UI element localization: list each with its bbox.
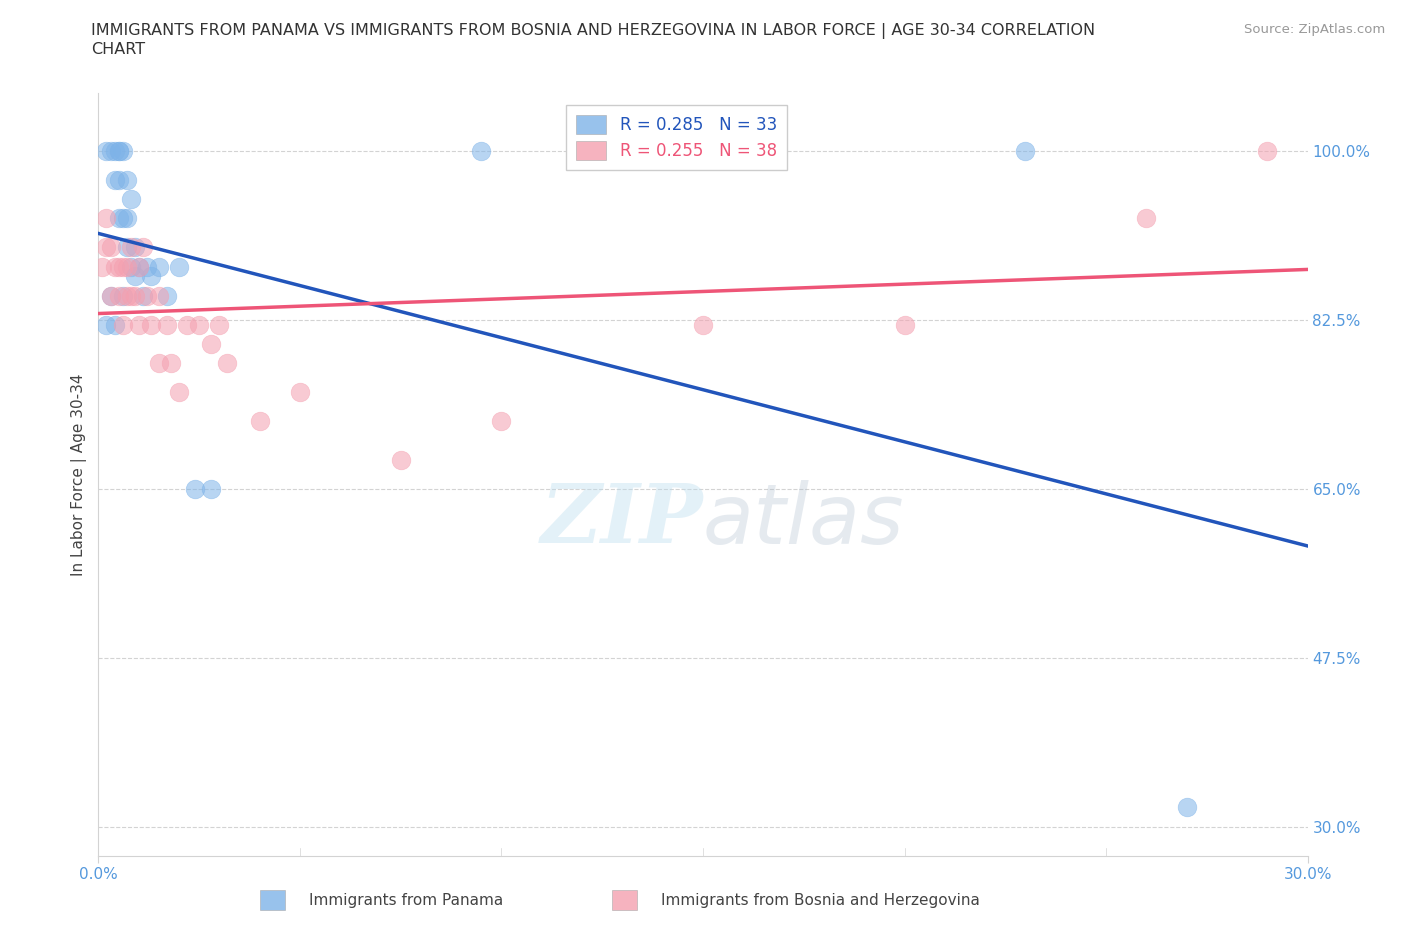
Point <box>107 288 129 303</box>
Point <box>156 317 179 332</box>
Point <box>107 143 129 158</box>
Point <box>1175 800 1198 815</box>
Point <box>100 143 122 158</box>
Point <box>139 317 162 332</box>
Point <box>96 317 118 332</box>
Point <box>124 288 146 303</box>
Point <box>111 288 134 303</box>
Text: Immigrants from Bosnia and Herzegovina: Immigrants from Bosnia and Herzegovina <box>661 893 980 908</box>
Point <box>115 211 138 226</box>
Point <box>132 240 155 255</box>
Point <box>200 482 222 497</box>
Point <box>107 211 129 226</box>
Point <box>111 317 134 332</box>
Point <box>96 240 118 255</box>
Point <box>470 143 492 158</box>
Point <box>100 288 122 303</box>
Text: ZIP: ZIP <box>540 480 703 560</box>
Point <box>249 414 271 429</box>
Point <box>208 317 231 332</box>
Point <box>111 259 134 274</box>
Point <box>167 259 190 274</box>
Point <box>100 288 122 303</box>
Legend: R = 0.285   N = 33, R = 0.255   N = 38: R = 0.285 N = 33, R = 0.255 N = 38 <box>567 105 787 170</box>
Point <box>176 317 198 332</box>
Point <box>115 172 138 187</box>
Point <box>132 288 155 303</box>
Point <box>91 259 114 274</box>
Point <box>128 259 150 274</box>
Point <box>188 317 211 332</box>
Point <box>107 172 129 187</box>
Point <box>100 240 122 255</box>
Point <box>692 317 714 332</box>
Point <box>115 259 138 274</box>
Point <box>128 259 150 274</box>
Point <box>148 288 170 303</box>
Point <box>124 240 146 255</box>
Point <box>184 482 207 497</box>
Point <box>107 259 129 274</box>
Point <box>124 269 146 284</box>
Point <box>120 288 142 303</box>
Point <box>156 288 179 303</box>
Point <box>288 385 311 400</box>
Text: Immigrants from Panama: Immigrants from Panama <box>309 893 503 908</box>
Point <box>103 259 125 274</box>
Point <box>107 143 129 158</box>
Point <box>135 259 157 274</box>
Point <box>103 317 125 332</box>
Point <box>96 211 118 226</box>
Point <box>111 211 134 226</box>
Text: Source: ZipAtlas.com: Source: ZipAtlas.com <box>1244 23 1385 36</box>
Point <box>148 356 170 371</box>
Point <box>200 337 222 352</box>
Point <box>1256 143 1278 158</box>
Point <box>120 259 142 274</box>
Point <box>139 269 162 284</box>
Point <box>115 240 138 255</box>
Text: IMMIGRANTS FROM PANAMA VS IMMIGRANTS FROM BOSNIA AND HERZEGOVINA IN LABOR FORCE : IMMIGRANTS FROM PANAMA VS IMMIGRANTS FRO… <box>91 23 1095 57</box>
Point <box>160 356 183 371</box>
Point <box>111 143 134 158</box>
Point <box>491 414 513 429</box>
Point <box>96 143 118 158</box>
Point <box>103 172 125 187</box>
Point <box>389 452 412 467</box>
Point <box>1014 143 1036 158</box>
Point <box>103 143 125 158</box>
Point <box>893 317 915 332</box>
Point <box>217 356 239 371</box>
Point <box>1135 211 1157 226</box>
Point <box>148 259 170 274</box>
Text: atlas: atlas <box>703 480 904 561</box>
Y-axis label: In Labor Force | Age 30-34: In Labor Force | Age 30-34 <box>72 373 87 576</box>
Point <box>115 288 138 303</box>
Point <box>120 192 142 206</box>
Point <box>135 288 157 303</box>
Point <box>167 385 190 400</box>
Point <box>120 240 142 255</box>
Point <box>128 317 150 332</box>
